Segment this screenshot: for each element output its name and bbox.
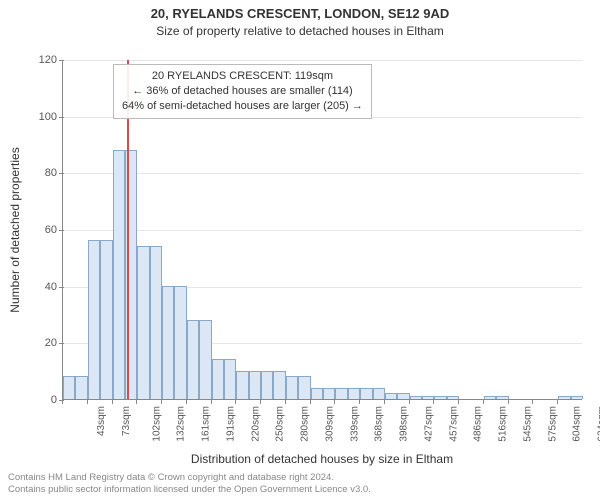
x-axis-title: Distribution of detached houses by size … [62,452,582,466]
histogram-bar [360,388,372,399]
x-tick-labels: 43sqm 73sqm 102sqm 132sqm 161sqm 191sqm 220sqm… [62,400,582,460]
histogram-bar [113,150,125,399]
histogram-bar [571,396,583,399]
y-tick-label: 40 [45,281,63,293]
x-tick-mark [532,399,533,404]
x-tick-label: 339sqm [349,406,360,442]
histogram-bar [75,376,87,399]
annotation-box: 20 RYELANDS CRESCENT: 119sqm← 36% of det… [113,64,372,119]
x-tick-mark [87,399,88,404]
y-tick-label: 60 [45,224,63,236]
histogram-bar [187,320,199,399]
x-tick-label: 280sqm [300,406,311,442]
x-tick-mark [359,399,360,404]
chart-title: 20, RYELANDS CRESCENT, LONDON, SE12 9AD [0,6,600,21]
attribution-footer: Contains HM Land Registry data © Crown c… [8,472,371,496]
x-tick-label: 132sqm [176,406,187,442]
histogram-bar [558,396,570,399]
x-tick-label: 73sqm [121,406,132,436]
histogram-bar [335,388,347,399]
histogram-bar [261,371,273,399]
x-tick-label: 43sqm [96,406,107,436]
x-tick-mark [260,399,261,404]
histogram-bar [224,359,236,399]
x-tick-mark [384,399,385,404]
histogram-bar [311,388,323,399]
x-tick-label: 309sqm [324,406,335,442]
x-tick-label: 486sqm [473,406,484,442]
histogram-bar [236,371,248,399]
x-tick-mark [508,399,509,404]
x-tick-mark [334,399,335,404]
histogram-bar [298,376,310,399]
histogram-bar [63,376,75,399]
x-tick-label: 545sqm [523,406,534,442]
histogram-bar [199,320,211,399]
y-tick-label: 120 [39,54,63,66]
y-tick-label: 80 [45,167,63,179]
x-tick-mark [136,399,137,404]
y-axis-label: Number of detached properties [8,60,22,400]
x-tick-mark [483,399,484,404]
x-tick-mark [112,399,113,404]
histogram-bar [249,371,261,399]
histogram-bar [434,396,446,399]
footer-line-2: Contains public sector information licen… [8,484,371,496]
x-tick-label: 368sqm [374,406,385,442]
x-tick-label: 191sqm [225,406,236,442]
x-tick-mark [211,399,212,404]
x-tick-mark [235,399,236,404]
histogram-bar [100,240,112,399]
x-tick-mark [186,399,187,404]
histogram-bar [150,246,162,399]
x-tick-label: 457sqm [448,406,459,442]
x-tick-mark [409,399,410,404]
x-tick-mark [433,399,434,404]
figure-root: 20, RYELANDS CRESCENT, LONDON, SE12 9AD … [0,0,600,500]
plot-area: 20 RYELANDS CRESCENT: 119sqm← 36% of det… [62,60,582,400]
histogram-bar [88,240,100,399]
x-tick-label: 220sqm [250,406,261,442]
histogram-bar [137,246,149,399]
x-tick-label: 161sqm [201,406,212,442]
x-tick-mark [285,399,286,404]
histogram-bar [484,396,496,399]
x-tick-label: 250sqm [275,406,286,442]
y-tick-label: 100 [39,111,63,123]
histogram-bar [385,393,397,399]
x-tick-label: 575sqm [547,406,558,442]
chart-subtitle: Size of property relative to detached ho… [0,24,600,38]
x-tick-label: 516sqm [498,406,509,442]
x-tick-label: 102sqm [151,406,162,442]
annotation-line: ← 36% of detached houses are smaller (11… [122,84,363,99]
x-tick-mark [458,399,459,404]
footer-line-1: Contains HM Land Registry data © Crown c… [8,472,371,484]
x-tick-label: 427sqm [423,406,434,442]
histogram-bar [348,388,360,399]
y-tick-label: 20 [45,337,63,349]
x-tick-mark [62,399,63,404]
annotation-line: 20 RYELANDS CRESCENT: 119sqm [122,69,363,84]
histogram-bar [174,286,186,399]
histogram-bar [286,376,298,399]
x-tick-mark [310,399,311,404]
x-tick-label: 604sqm [572,406,583,442]
annotation-line: 64% of semi-detached houses are larger (… [122,99,363,114]
x-tick-label: 398sqm [399,406,410,442]
histogram-bar [323,388,335,399]
histogram-bar [162,286,174,399]
histogram-bar [212,359,224,399]
histogram-bar [373,388,385,399]
histogram-bar [273,371,285,399]
histogram-bar [410,396,422,399]
x-tick-mark [161,399,162,404]
x-tick-mark [557,399,558,404]
